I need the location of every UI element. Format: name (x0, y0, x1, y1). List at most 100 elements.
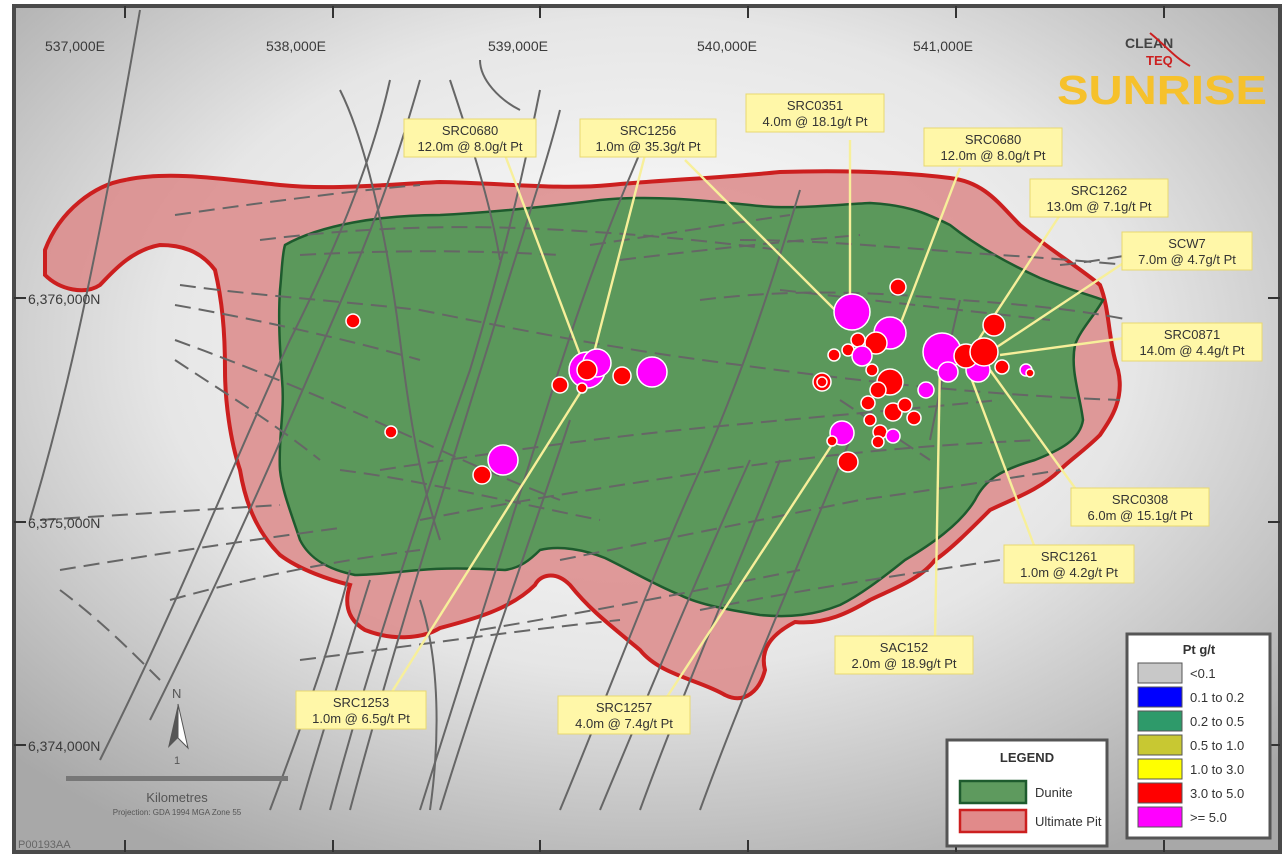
grade-swatch (1137, 686, 1183, 708)
grade-label: 0.1 to 0.2 (1190, 690, 1244, 705)
grid-coordinates: 537,000E 538,000E 539,000E 540,000E 541,… (28, 38, 973, 754)
logo-teq: TEQ (1146, 53, 1173, 68)
callout-intercept: 13.0m @ 7.1g/t Pt (1047, 199, 1152, 214)
map-frame (12, 4, 1282, 854)
logo-sunrise: SUNRISE (1057, 67, 1267, 113)
north-label: N (172, 686, 181, 701)
drillhole-red (969, 337, 999, 367)
drillhole-magenta (636, 356, 668, 388)
dashed-fault-lines (39, 184, 1131, 681)
callout-hole-id: SRC1257 (596, 700, 652, 715)
grade-swatch (1137, 758, 1183, 780)
callout-intercept: 12.0m @ 8.0g/t Pt (941, 148, 1046, 163)
callout-hole-id: SRC0871 (1164, 327, 1220, 342)
callout-hole-id: SRC0308 (1112, 492, 1168, 507)
drillhole-callout: SRC0351 4.0m @ 18.1g/t Pt (745, 93, 885, 133)
scale-bar-graphic (66, 776, 288, 781)
dunite-area (277, 196, 1105, 618)
drillhole-red (827, 348, 841, 362)
y-tick-label: 6,374,000N (28, 738, 100, 754)
drillhole-red (906, 410, 922, 426)
y-tick-label: 6,375,000N (28, 515, 100, 531)
drillhole-magenta (833, 293, 871, 331)
legend-label-ultimate-pit: Ultimate Pit (1035, 814, 1102, 829)
drillhole-red (816, 376, 828, 388)
drillhole-red (612, 366, 632, 386)
drillhole-red (576, 359, 598, 381)
callout-hole-id: SRC0680 (965, 132, 1021, 147)
legend-box: LEGEND Dunite Ultimate Pit (945, 738, 1109, 848)
scale-bar: Kilometres Projection: GDA 1994 MGA Zone… (66, 776, 288, 817)
drillhole-callout: SAC152 2.0m @ 18.9g/t Pt (834, 635, 974, 675)
drillhole-callout: SRC0308 6.0m @ 15.1g/t Pt (1070, 487, 1210, 527)
callout-leaders (388, 140, 1126, 701)
drillhole-magenta (937, 361, 959, 383)
drillhole-callout: SRC1253 1.0m @ 6.5g/t Pt (295, 690, 427, 730)
callout-hole-id: SRC1262 (1071, 183, 1127, 198)
callout-intercept: 12.0m @ 8.0g/t Pt (418, 139, 523, 154)
x-tick-label: 538,000E (266, 38, 326, 54)
drillhole-red (837, 451, 859, 473)
x-tick-label: 540,000E (697, 38, 757, 54)
callout-intercept: 1.0m @ 35.3g/t Pt (596, 139, 701, 154)
grade-label: >= 5.0 (1190, 810, 1227, 825)
drillhole-red (850, 332, 866, 348)
drillhole-red (551, 376, 569, 394)
drillhole-magenta (851, 345, 873, 367)
callout-intercept: 4.0m @ 7.4g/t Pt (575, 716, 673, 731)
drillhole-red (863, 413, 877, 427)
drillhole-callout: SRC0680 12.0m @ 8.0g/t Pt (923, 127, 1063, 167)
drillhole-red (897, 397, 913, 413)
scale-label: Kilometres (146, 790, 208, 805)
drillhole-red (994, 359, 1010, 375)
projection-label: Projection: GDA 1994 MGA Zone 55 (113, 808, 242, 817)
drillhole-callout: SRC0871 14.0m @ 4.4g/t Pt (1121, 322, 1263, 362)
callout-hole-id: SAC152 (880, 640, 928, 655)
drillhole-red (472, 465, 492, 485)
logo-clean: CLEAN (1125, 35, 1173, 51)
drillhole-magenta (917, 381, 935, 399)
callout-intercept: 6.0m @ 15.1g/t Pt (1088, 508, 1193, 523)
north-arrow: N 1 (168, 686, 189, 767)
north-sub: 1 (174, 755, 180, 767)
callout-intercept: 2.0m @ 18.9g/t Pt (852, 656, 957, 671)
legend-label-dunite: Dunite (1035, 785, 1073, 800)
drillhole-red (1025, 368, 1035, 378)
drillhole-callout: SCW7 7.0m @ 4.7g/t Pt (1121, 231, 1253, 271)
drillhole-red (889, 278, 907, 296)
grade-swatch (1137, 734, 1183, 756)
grade-swatch (1137, 806, 1183, 828)
callout-intercept: 4.0m @ 18.1g/t Pt (763, 114, 868, 129)
grade-label: 1.0 to 3.0 (1190, 762, 1244, 777)
callout-hole-id: SRC1253 (333, 695, 389, 710)
callout-hole-id: SRC0351 (787, 98, 843, 113)
drillhole-callout: SRC1256 1.0m @ 35.3g/t Pt (579, 118, 717, 158)
callout-intercept: 1.0m @ 6.5g/t Pt (312, 711, 410, 726)
grade-label: 0.2 to 0.5 (1190, 714, 1244, 729)
legend-swatch-dunite (958, 779, 1028, 805)
clean-teq-sunrise-logo: CLEAN TEQ SUNRISE (1057, 32, 1267, 113)
x-tick-label: 537,000E (45, 38, 105, 54)
grade-swatch (1137, 662, 1183, 684)
grade-swatch (1137, 782, 1183, 804)
y-tick-label: 6,376,000N (28, 291, 100, 307)
callout-hole-id: SRC1261 (1041, 549, 1097, 564)
drillhole-red (384, 425, 398, 439)
drillhole-red (345, 313, 361, 329)
grade-swatch (1137, 710, 1183, 732)
drillhole-red (865, 363, 879, 377)
callout-intercept: 1.0m @ 4.2g/t Pt (1020, 565, 1118, 580)
drillhole-red (860, 395, 876, 411)
callout-hole-id: SCW7 (1168, 236, 1206, 251)
x-tick-label: 541,000E (913, 38, 973, 54)
legend-title: LEGEND (1000, 750, 1054, 765)
logo-swoosh (1149, 32, 1191, 67)
drillhole-red (871, 435, 885, 449)
drillhole-red (982, 313, 1006, 337)
grade-label: 3.0 to 5.0 (1190, 786, 1244, 801)
grade-label: <0.1 (1190, 666, 1216, 681)
callout-hole-id: SRC1256 (620, 123, 676, 138)
drillhole-callout: SRC1257 4.0m @ 7.4g/t Pt (557, 695, 691, 735)
legend-swatch-ultimate-pit (958, 808, 1028, 834)
